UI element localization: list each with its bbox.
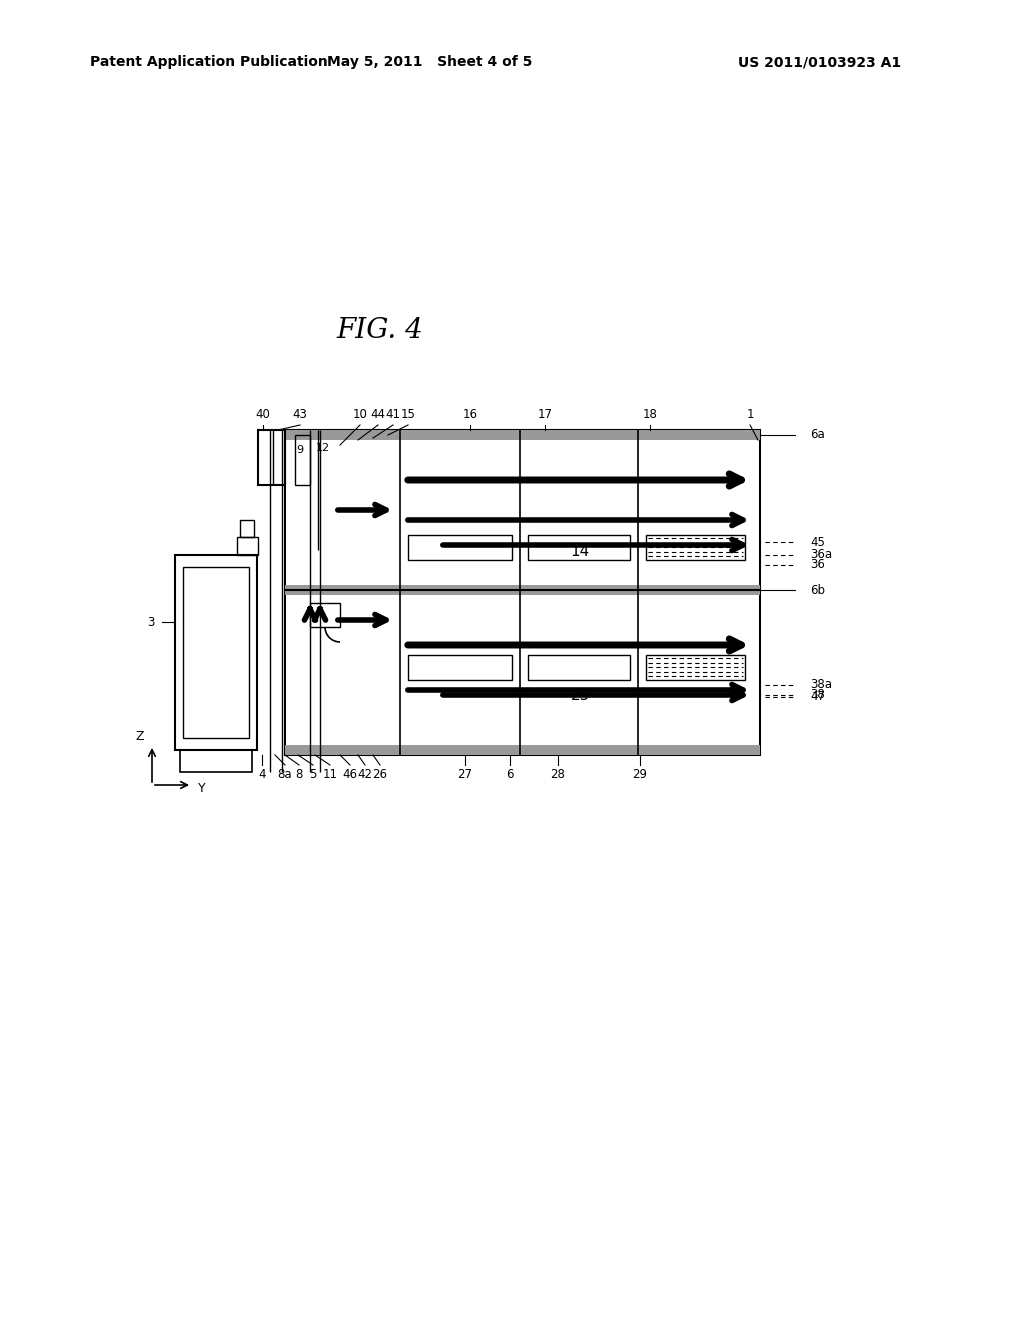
Text: 47: 47 <box>810 690 825 704</box>
Text: 45: 45 <box>810 536 825 549</box>
Text: 26: 26 <box>373 768 387 781</box>
Text: 5: 5 <box>309 768 316 781</box>
Text: 40: 40 <box>256 408 270 421</box>
Bar <box>285 744 760 755</box>
Text: 28: 28 <box>551 768 565 781</box>
Text: 42: 42 <box>357 768 373 781</box>
Bar <box>408 655 512 680</box>
Text: 3: 3 <box>147 615 155 628</box>
Text: 38a: 38a <box>810 678 831 692</box>
Bar <box>285 430 760 440</box>
Bar <box>180 750 252 772</box>
Text: 18: 18 <box>643 408 657 421</box>
Text: 1: 1 <box>746 408 754 421</box>
Text: 27: 27 <box>458 768 472 781</box>
Text: 4: 4 <box>258 768 266 781</box>
Bar <box>183 568 249 738</box>
Bar <box>646 535 745 560</box>
Text: 46: 46 <box>342 768 357 781</box>
Text: 36a: 36a <box>810 549 833 561</box>
Text: 17: 17 <box>538 408 553 421</box>
Text: 10: 10 <box>352 408 368 421</box>
Text: 36: 36 <box>810 558 825 572</box>
Text: 8: 8 <box>295 768 303 781</box>
Text: 41: 41 <box>385 408 400 421</box>
Bar <box>285 585 760 595</box>
Text: 6b: 6b <box>810 583 825 597</box>
Bar <box>237 537 258 554</box>
Text: Patent Application Publication: Patent Application Publication <box>90 55 328 69</box>
Text: 29: 29 <box>633 768 647 781</box>
Bar <box>285 430 760 755</box>
Bar <box>310 603 340 627</box>
Text: 25: 25 <box>570 688 590 702</box>
Bar <box>295 436 310 484</box>
Text: 16: 16 <box>463 408 477 421</box>
Text: FIG. 4: FIG. 4 <box>337 317 423 343</box>
Text: 38: 38 <box>810 689 824 701</box>
Bar <box>528 535 630 560</box>
Text: 8a: 8a <box>278 768 292 781</box>
Text: May 5, 2011   Sheet 4 of 5: May 5, 2011 Sheet 4 of 5 <box>328 55 532 69</box>
Text: 14: 14 <box>570 544 590 560</box>
Text: 15: 15 <box>400 408 416 421</box>
Text: Z: Z <box>136 730 144 743</box>
Text: 6a: 6a <box>810 429 824 441</box>
Bar <box>528 655 630 680</box>
Text: 12: 12 <box>316 444 330 453</box>
Bar <box>175 554 257 750</box>
Bar <box>408 535 512 560</box>
Bar <box>258 430 285 484</box>
Text: 6: 6 <box>506 768 514 781</box>
Text: Y: Y <box>199 783 206 796</box>
Text: 44: 44 <box>371 408 385 421</box>
Text: 9: 9 <box>296 445 303 455</box>
Bar <box>646 655 745 680</box>
Text: 11: 11 <box>323 768 338 781</box>
Text: 43: 43 <box>293 408 307 421</box>
Bar <box>240 520 254 537</box>
Text: US 2011/0103923 A1: US 2011/0103923 A1 <box>738 55 901 69</box>
